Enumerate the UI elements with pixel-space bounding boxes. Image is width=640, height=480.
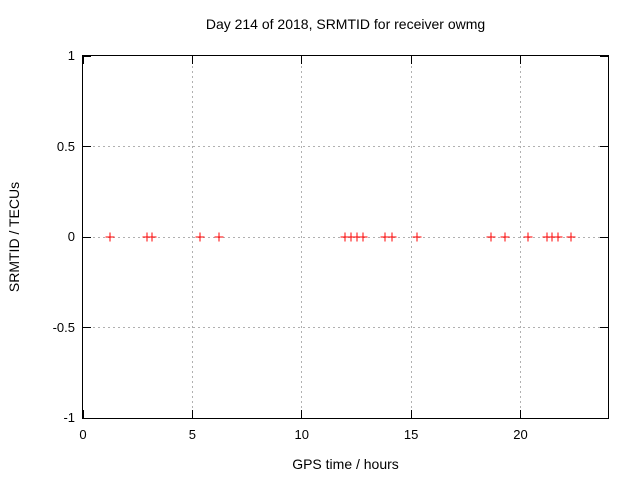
y-tick-label: 0.5 bbox=[56, 138, 75, 154]
data-point-marker bbox=[340, 232, 350, 242]
y-tick-label: 1 bbox=[67, 48, 75, 63]
chart-title: Day 214 of 2018, SRMTID for receiver owm… bbox=[205, 16, 486, 32]
y-tick-mark bbox=[83, 236, 91, 238]
x-tick-mark bbox=[82, 410, 84, 418]
x-tick-mark bbox=[520, 410, 521, 418]
y-tick-mark bbox=[83, 55, 91, 57]
data-point-marker bbox=[195, 232, 205, 242]
data-point-marker bbox=[346, 232, 356, 242]
x-tick-mark bbox=[410, 56, 412, 64]
x-tick-label: 10 bbox=[294, 427, 309, 442]
x-tick-label: 0 bbox=[79, 427, 87, 442]
x-tick-mark bbox=[520, 56, 521, 64]
data-point-marker bbox=[547, 232, 557, 242]
x-tick-mark bbox=[191, 56, 193, 64]
y-tick-mark bbox=[600, 327, 608, 328]
data-point-marker bbox=[387, 232, 397, 242]
y-tick-mark bbox=[600, 236, 608, 238]
data-point-marker bbox=[214, 232, 224, 242]
y-tick-label: -0.5 bbox=[52, 319, 75, 335]
x-tick-label: 15 bbox=[403, 427, 419, 442]
data-point-marker bbox=[486, 232, 496, 242]
plot-area bbox=[82, 55, 609, 419]
x-tick-label: 5 bbox=[188, 427, 196, 442]
y-tick-mark bbox=[600, 146, 608, 147]
y-tick-mark bbox=[600, 417, 608, 419]
data-point-marker bbox=[542, 232, 552, 242]
data-point-marker bbox=[523, 232, 533, 242]
y-tick-mark bbox=[83, 417, 91, 419]
data-point-marker bbox=[380, 232, 390, 242]
data-point-marker bbox=[500, 232, 510, 242]
data-point-marker bbox=[352, 232, 362, 242]
data-point-marker bbox=[105, 232, 115, 242]
y-tick-label: -1 bbox=[63, 410, 75, 425]
y-axis-label: SRMTID / TECUs bbox=[6, 181, 22, 293]
data-point-marker bbox=[142, 232, 152, 242]
x-axis-label: GPS time / hours bbox=[292, 456, 399, 472]
x-tick-mark bbox=[301, 410, 303, 418]
data-point-marker bbox=[358, 232, 368, 242]
data-point-marker bbox=[147, 232, 157, 242]
x-tick-mark bbox=[191, 410, 193, 418]
y-tick-mark bbox=[83, 327, 91, 328]
data-point-marker bbox=[553, 232, 563, 242]
x-tick-label: 20 bbox=[513, 427, 528, 442]
y-tick-mark bbox=[600, 55, 608, 57]
x-tick-mark bbox=[301, 56, 303, 64]
y-gridline bbox=[83, 146, 608, 147]
data-point-marker bbox=[566, 232, 576, 242]
x-tick-mark bbox=[410, 410, 412, 418]
y-tick-label: 0 bbox=[67, 229, 75, 244]
y-gridline bbox=[83, 327, 608, 328]
y-tick-mark bbox=[83, 146, 91, 147]
data-point-marker bbox=[412, 232, 422, 242]
x-tick-mark bbox=[82, 56, 84, 64]
